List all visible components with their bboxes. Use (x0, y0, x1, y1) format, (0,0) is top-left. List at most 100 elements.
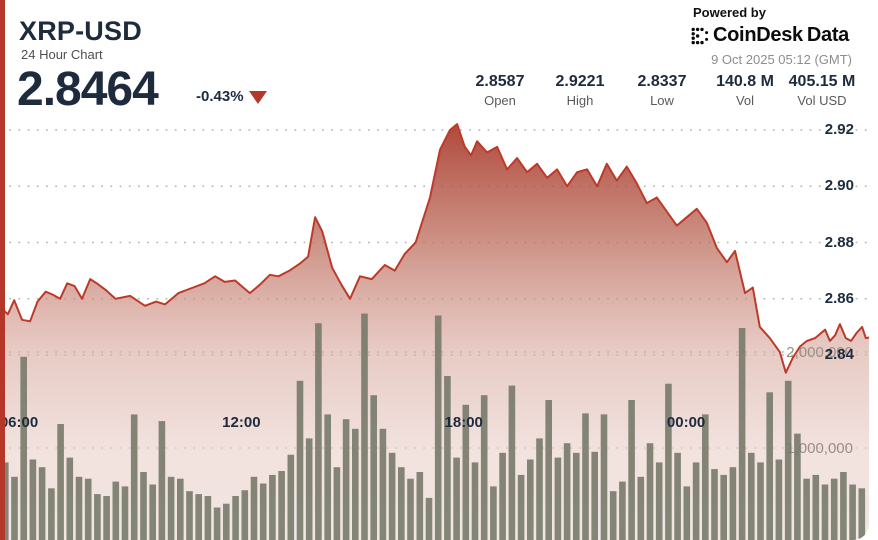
volume-bar (462, 404, 470, 540)
volume-bar (269, 474, 276, 540)
chart-subtitle: 24 Hour Chart (21, 47, 103, 62)
volume-bar (48, 488, 55, 540)
volume-bar (748, 452, 755, 540)
volume-bar (573, 452, 580, 540)
volume-bar (195, 494, 202, 540)
volume-bar (738, 328, 746, 540)
volume-bar (315, 323, 322, 540)
volume-bar (600, 414, 608, 540)
volume-bar (444, 376, 451, 540)
time-tick-label: 06:00 (0, 414, 39, 431)
volume-bar (167, 476, 175, 540)
volume-bar (130, 414, 138, 540)
volume-bar (241, 490, 249, 540)
volume-bar (94, 494, 101, 540)
volume-bar (609, 491, 617, 540)
price-tick-label: 2.86 (824, 289, 854, 307)
volume-bar (361, 313, 368, 540)
volume-bar (508, 385, 516, 540)
price-tick-label: 2.84 (824, 346, 854, 363)
volume-bar (840, 472, 847, 540)
volume-bar (66, 457, 74, 540)
volume-bar (830, 478, 838, 540)
volume-bar (416, 472, 424, 540)
price-line (0, 123, 869, 374)
volume-bar (434, 315, 442, 540)
price-tick-label: 2.90 (824, 177, 854, 195)
volume-bar (480, 395, 488, 540)
volume-bar (591, 451, 598, 540)
time-tick-label: 12:00 (222, 414, 261, 431)
volume-tick-label: 2,000,000 (786, 344, 853, 361)
volume-bar (287, 454, 295, 540)
volume-bar (692, 462, 700, 540)
volume-bar (563, 443, 571, 540)
volume-bar (333, 467, 341, 540)
volume-bar (57, 424, 64, 540)
stat-high-label: High (566, 93, 594, 108)
volume-bar (158, 421, 166, 540)
volume-bar (259, 483, 267, 540)
volume-bar (296, 380, 304, 540)
down-triangle-icon (249, 91, 267, 104)
price-tick-label: 2.92 (824, 121, 854, 138)
stat-high-value: 2.9221 (555, 73, 605, 90)
coindesk-data-logo: CoinDesk Data (691, 24, 849, 47)
stat-low: 2.8337 Low (618, 73, 706, 108)
stat-volume-value: 140.8 M (716, 73, 774, 90)
volume-bar (11, 476, 18, 540)
quote-timestamp: 9 Oct 2025 05:12 (GMT) (711, 52, 852, 67)
volume-bar (628, 400, 635, 540)
volume-bar (278, 471, 285, 540)
volume-bar (471, 462, 479, 540)
volume-bar (20, 356, 27, 540)
coindesk-icon (691, 27, 709, 44)
volume-bar (784, 380, 792, 540)
volume-bar (499, 452, 506, 540)
volume-bar (232, 496, 239, 540)
volume-bar (379, 428, 387, 540)
volume-bar (352, 428, 359, 540)
stat-low-label: Low (650, 93, 674, 108)
volume-bar (775, 459, 783, 540)
volume-bar (186, 491, 193, 540)
brand-name-secondary: Data (806, 24, 850, 46)
volume-bar (305, 438, 313, 540)
volume-bar (29, 459, 37, 540)
stat-open: 2.8587 Open (458, 73, 542, 108)
powered-by-label: Powered by (693, 5, 766, 20)
change-percent: -0.43% (196, 88, 244, 105)
volume-bar (711, 469, 718, 540)
volume-bar (453, 457, 460, 540)
volume-bar (536, 438, 543, 540)
volume-bar (103, 496, 110, 540)
stat-open-label: Open (484, 93, 516, 108)
volume-bar (702, 414, 709, 540)
volume-bar (388, 452, 396, 540)
volume-bar (637, 476, 645, 540)
volume-bar (407, 478, 414, 540)
volume-bar (821, 484, 829, 540)
volume-bar (766, 392, 773, 540)
volume-bar (720, 474, 727, 540)
volume-bar (75, 476, 83, 540)
volume-bar (213, 507, 221, 540)
volume-bar (803, 478, 810, 540)
stat-volume-usd: 405.15 M Vol USD (776, 73, 868, 108)
volume-bar (545, 400, 552, 540)
volume-bar (812, 474, 820, 540)
volume-tick-label: 1,000,000 (786, 440, 853, 457)
volume-bar (342, 419, 350, 540)
volume-bar (517, 474, 525, 540)
stat-volume-label: Vol (735, 93, 755, 108)
volume-bar (554, 457, 562, 540)
left-accent-bar (0, 0, 5, 540)
volume-bar (849, 484, 856, 540)
volume-bar (655, 462, 663, 540)
volume-bar (683, 486, 691, 540)
volume-bar (112, 481, 120, 540)
volume-bar (177, 478, 184, 540)
